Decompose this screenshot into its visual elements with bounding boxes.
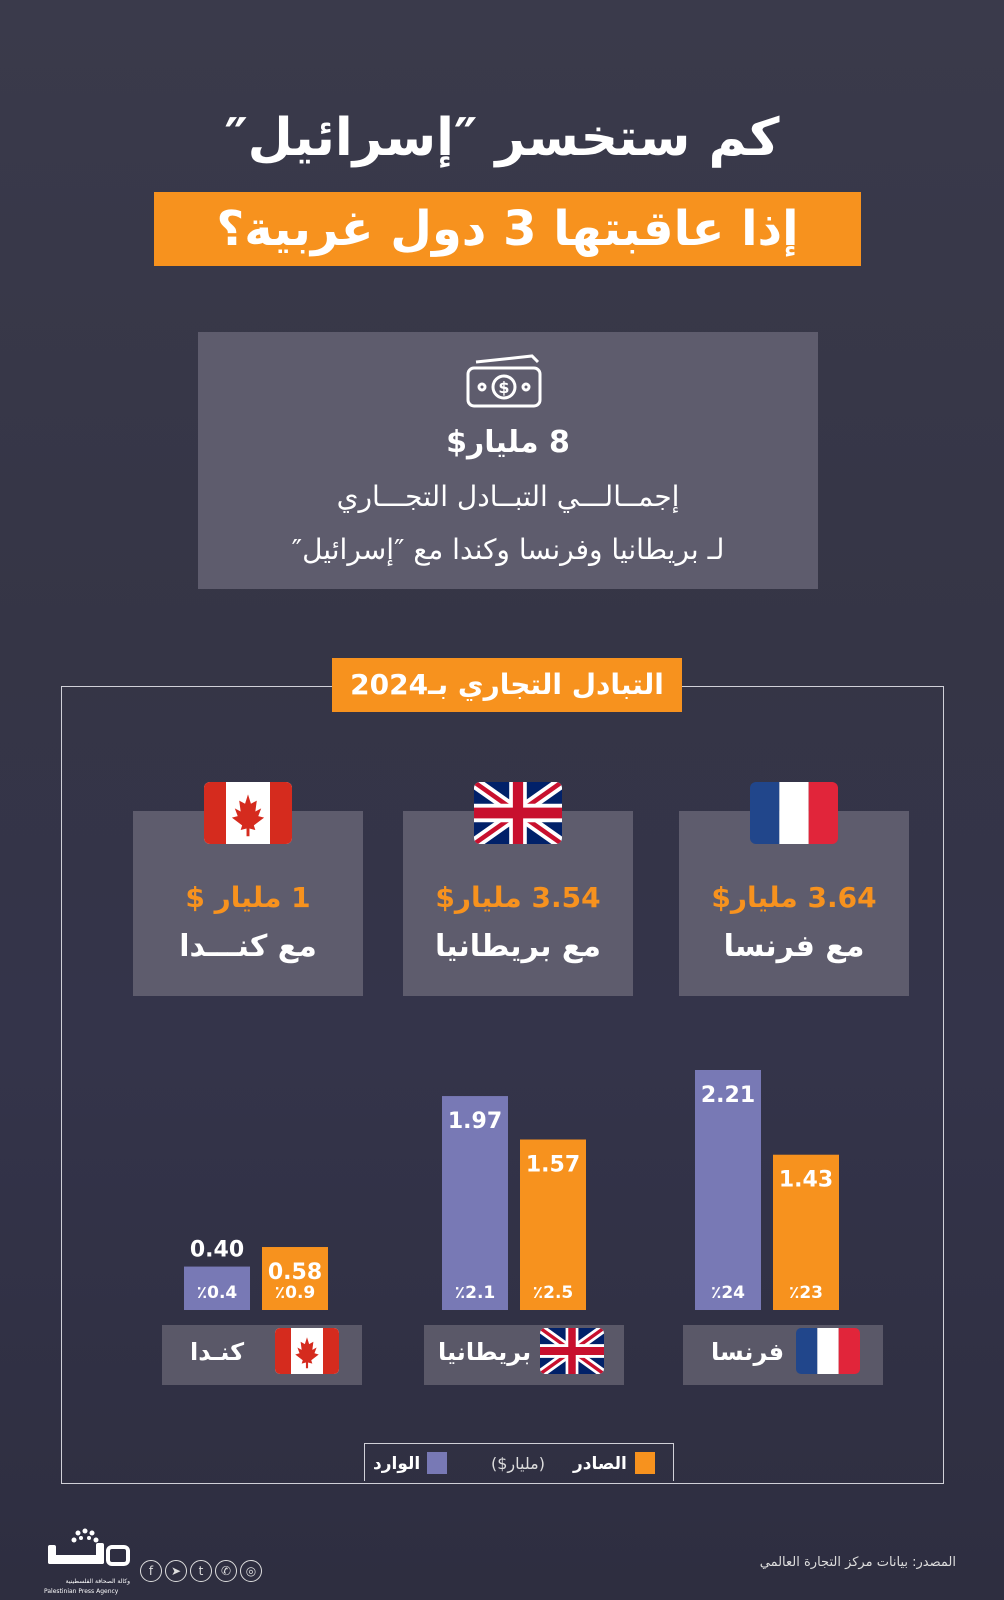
chart-legend: الصادر (مليار$) الوارد bbox=[364, 1443, 674, 1481]
facebook-icon[interactable]: f bbox=[140, 1560, 162, 1582]
bar-percent-label: ٪0.9 bbox=[275, 1283, 316, 1303]
export-bar bbox=[262, 1247, 328, 1310]
legend-swatch-export bbox=[635, 1452, 655, 1474]
bar-percent-label: ٪23 bbox=[789, 1283, 823, 1303]
bar-percent-label: ٪2.5 bbox=[533, 1283, 574, 1303]
svg-text:$: $ bbox=[498, 378, 509, 397]
card-label: مع فرنسا bbox=[723, 929, 865, 964]
safa-logo bbox=[48, 1528, 130, 1566]
instagram-icon[interactable]: ◎ bbox=[240, 1560, 262, 1582]
logo-subtitle-ar: وكالة الصحافة الفلسطينية bbox=[65, 1578, 130, 1585]
bar-percent-label: ٪24 bbox=[711, 1283, 745, 1303]
category-label: بريطانيا bbox=[438, 1338, 532, 1366]
export-bar bbox=[520, 1139, 586, 1310]
tumblr-icon[interactable]: t bbox=[190, 1560, 212, 1582]
export-bar bbox=[773, 1154, 839, 1310]
card-amount: 1 مليار $ bbox=[185, 881, 311, 914]
bar-value-label: 1.97 bbox=[448, 1109, 502, 1134]
bar-value-label: 2.21 bbox=[701, 1083, 755, 1108]
card-france: 3.64 مليار$ مع فرنسا bbox=[679, 811, 909, 996]
social-links: f ➤ t ✆ ◎ bbox=[140, 1560, 265, 1584]
card-label: مع بريطانيا bbox=[435, 929, 601, 964]
whatsapp-icon[interactable]: ✆ bbox=[215, 1560, 237, 1582]
main-title: كم ستخسر ″إسرائيل″ bbox=[224, 108, 780, 168]
import-bar bbox=[442, 1096, 508, 1310]
summary-line-1: إجمــالـــي التبــادل التجـــاري bbox=[336, 480, 680, 513]
card-label: مع كنـــدا bbox=[179, 929, 317, 964]
bar-percent-label: ٪0.4 bbox=[197, 1283, 238, 1303]
section-title: التبادل التجاري بـ2024 bbox=[332, 658, 682, 712]
card-amount: 3.64 مليار$ bbox=[711, 881, 877, 914]
source-note: المصدر: بيانات مركز التجارة العالمي bbox=[759, 1555, 956, 1570]
import-bar bbox=[184, 1266, 250, 1310]
trade-bar-chart: 0.40 ٪0.4 0.58٪0.9 1.97 ٪2.1 1.57 ٪2.5 2.21 ٪24 1… bbox=[184, 1070, 839, 1310]
import-bar bbox=[695, 1070, 761, 1310]
bar-value-label: 1.57 bbox=[526, 1153, 580, 1178]
summary-line-2: لـ بريطانيا وفرنسا وكندا مع ″إسرائيل″ bbox=[291, 533, 725, 566]
france-flag-icon bbox=[796, 1328, 860, 1374]
legend-label-import: الوارد bbox=[373, 1454, 421, 1474]
summary-box bbox=[198, 332, 818, 589]
telegram-icon[interactable]: ➤ bbox=[165, 1560, 187, 1582]
summary-amount: 8 مليار$ bbox=[446, 425, 570, 460]
card-amount: 3.54 مليار$ bbox=[435, 881, 601, 914]
subtitle-banner: إذا عاقبتها 3 دول غربية؟ bbox=[154, 192, 861, 266]
legend-swatch-import bbox=[427, 1452, 447, 1474]
uk-flag-icon bbox=[474, 782, 562, 844]
legend-label-export: الصادر bbox=[573, 1454, 627, 1474]
france-flag-icon bbox=[750, 782, 838, 844]
canada-flag-icon bbox=[275, 1328, 339, 1374]
canada-flag-icon bbox=[204, 782, 292, 844]
category-label: فرنسا bbox=[711, 1338, 785, 1366]
uk-flag-icon bbox=[540, 1328, 604, 1374]
bar-value-label: 1.43 bbox=[779, 1168, 833, 1193]
category-label: كنـدا bbox=[190, 1338, 245, 1366]
bar-percent-label: ٪2.1 bbox=[455, 1283, 496, 1303]
bar-value-label: 0.58 bbox=[268, 1260, 322, 1285]
logo-subtitle-en: Palestinian Press Agency bbox=[44, 1588, 119, 1595]
bar-value-label: 0.40 bbox=[190, 1238, 244, 1263]
money-bill-icon: $ bbox=[466, 354, 542, 408]
legend-unit: (مليار$) bbox=[491, 1454, 545, 1473]
